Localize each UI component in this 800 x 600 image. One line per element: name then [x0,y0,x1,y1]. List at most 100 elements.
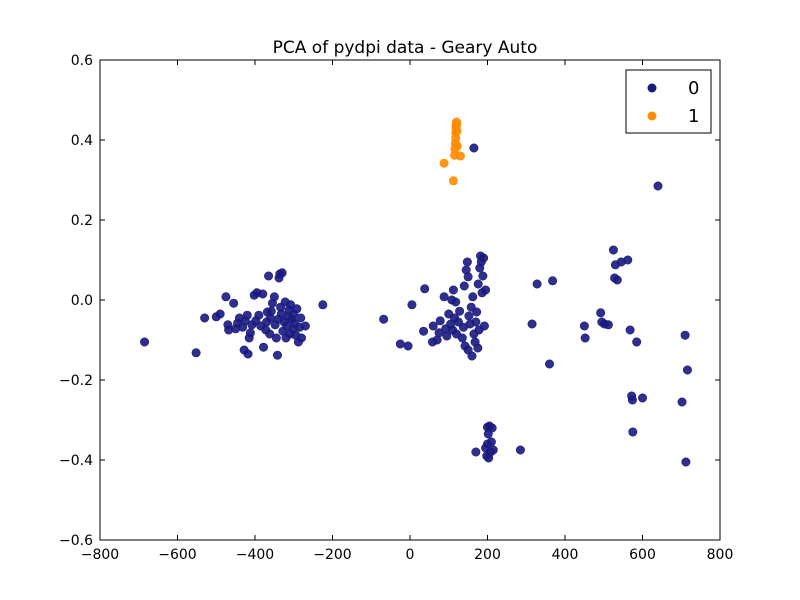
data-point [451,297,461,307]
data-point [625,325,635,335]
data-point [603,320,613,330]
data-point [481,285,491,295]
y-tick-label: −0.4 [59,453,93,469]
data-point [632,337,642,347]
chart-title: PCA of pydpi data - Geary Auto [273,38,538,58]
data-point [479,253,489,263]
data-point [259,342,269,352]
data-point [215,309,225,319]
series-0 [140,143,692,467]
data-point [653,181,663,191]
data-point [596,308,606,318]
data-point [300,321,310,331]
data-point [379,314,389,324]
legend-label: 1 [688,106,699,127]
data-point [420,284,430,294]
data-point [473,279,483,289]
y-tick-label: 0.2 [71,213,93,229]
data-point [435,316,445,326]
data-point [612,275,622,285]
data-point [439,292,449,302]
data-point [479,321,489,331]
data-point [266,306,276,316]
y-tick-label: −0.6 [59,533,93,549]
data-point [296,313,306,323]
data-point [272,350,282,360]
data-point [548,276,558,286]
data-point [221,292,231,302]
x-axis: −800 −600 −400 −200 0 200 400 600 800 [81,60,734,563]
data-point [452,141,462,151]
data-point [486,437,496,447]
data-point [457,333,467,343]
data-point [277,268,287,278]
legend-label: 0 [688,78,699,99]
data-point [271,333,281,343]
data-point [428,321,438,331]
data-point [532,279,542,289]
data-point [484,453,494,463]
y-tick-label: 0.4 [71,133,93,149]
data-point [515,445,525,455]
data-point [439,158,449,168]
data-point [265,329,275,339]
x-tick-label: −400 [236,547,274,563]
legend-marker [647,111,657,121]
data-point [682,365,692,375]
legend: 01 [625,69,712,134]
x-tick-label: −800 [81,547,119,563]
y-axis: −0.6 −0.4 −0.2 0.0 0.2 0.4 0.6 [59,53,720,549]
data-point [544,359,554,369]
data-point [200,313,210,323]
data-point [471,447,481,457]
data-point [580,333,590,343]
data-point [471,317,481,327]
data-point [254,310,264,320]
series-1 [439,117,465,186]
data-point [140,337,150,347]
y-tick-label: 0.0 [71,293,93,309]
legend-marker [647,83,657,93]
data-point [681,457,691,467]
x-tick-label: 800 [707,547,734,563]
x-tick-label: −600 [158,547,196,563]
data-point [459,281,469,291]
data-point [403,341,413,351]
data-point [395,339,405,349]
data-point [269,292,279,302]
data-point [623,255,633,265]
data-point [472,307,482,317]
x-tick-label: 0 [406,547,415,563]
data-point [462,257,472,267]
y-tick-label: 0.6 [71,53,93,69]
data-point [579,321,589,331]
x-tick-label: −200 [313,547,351,563]
data-point [468,292,478,302]
data-point [442,331,452,341]
data-point [628,427,638,437]
data-point [608,245,618,255]
legend-box [625,69,712,134]
data-point [455,151,465,161]
data-points [140,117,692,467]
data-point [467,351,477,361]
data-point [296,333,306,343]
y-tick-label: −0.2 [59,373,93,389]
data-point [627,395,637,405]
data-point [451,117,461,127]
data-point [469,143,479,153]
data-point [245,328,255,338]
data-point [680,330,690,340]
data-point [264,271,274,281]
data-point [677,397,687,407]
data-point [488,445,498,455]
data-point [452,126,462,136]
data-point [434,328,444,338]
data-point [243,349,253,359]
data-point [448,285,458,295]
data-point [463,272,473,282]
x-tick-label: 200 [474,547,501,563]
data-point [527,319,537,329]
x-tick-label: 600 [629,547,656,563]
